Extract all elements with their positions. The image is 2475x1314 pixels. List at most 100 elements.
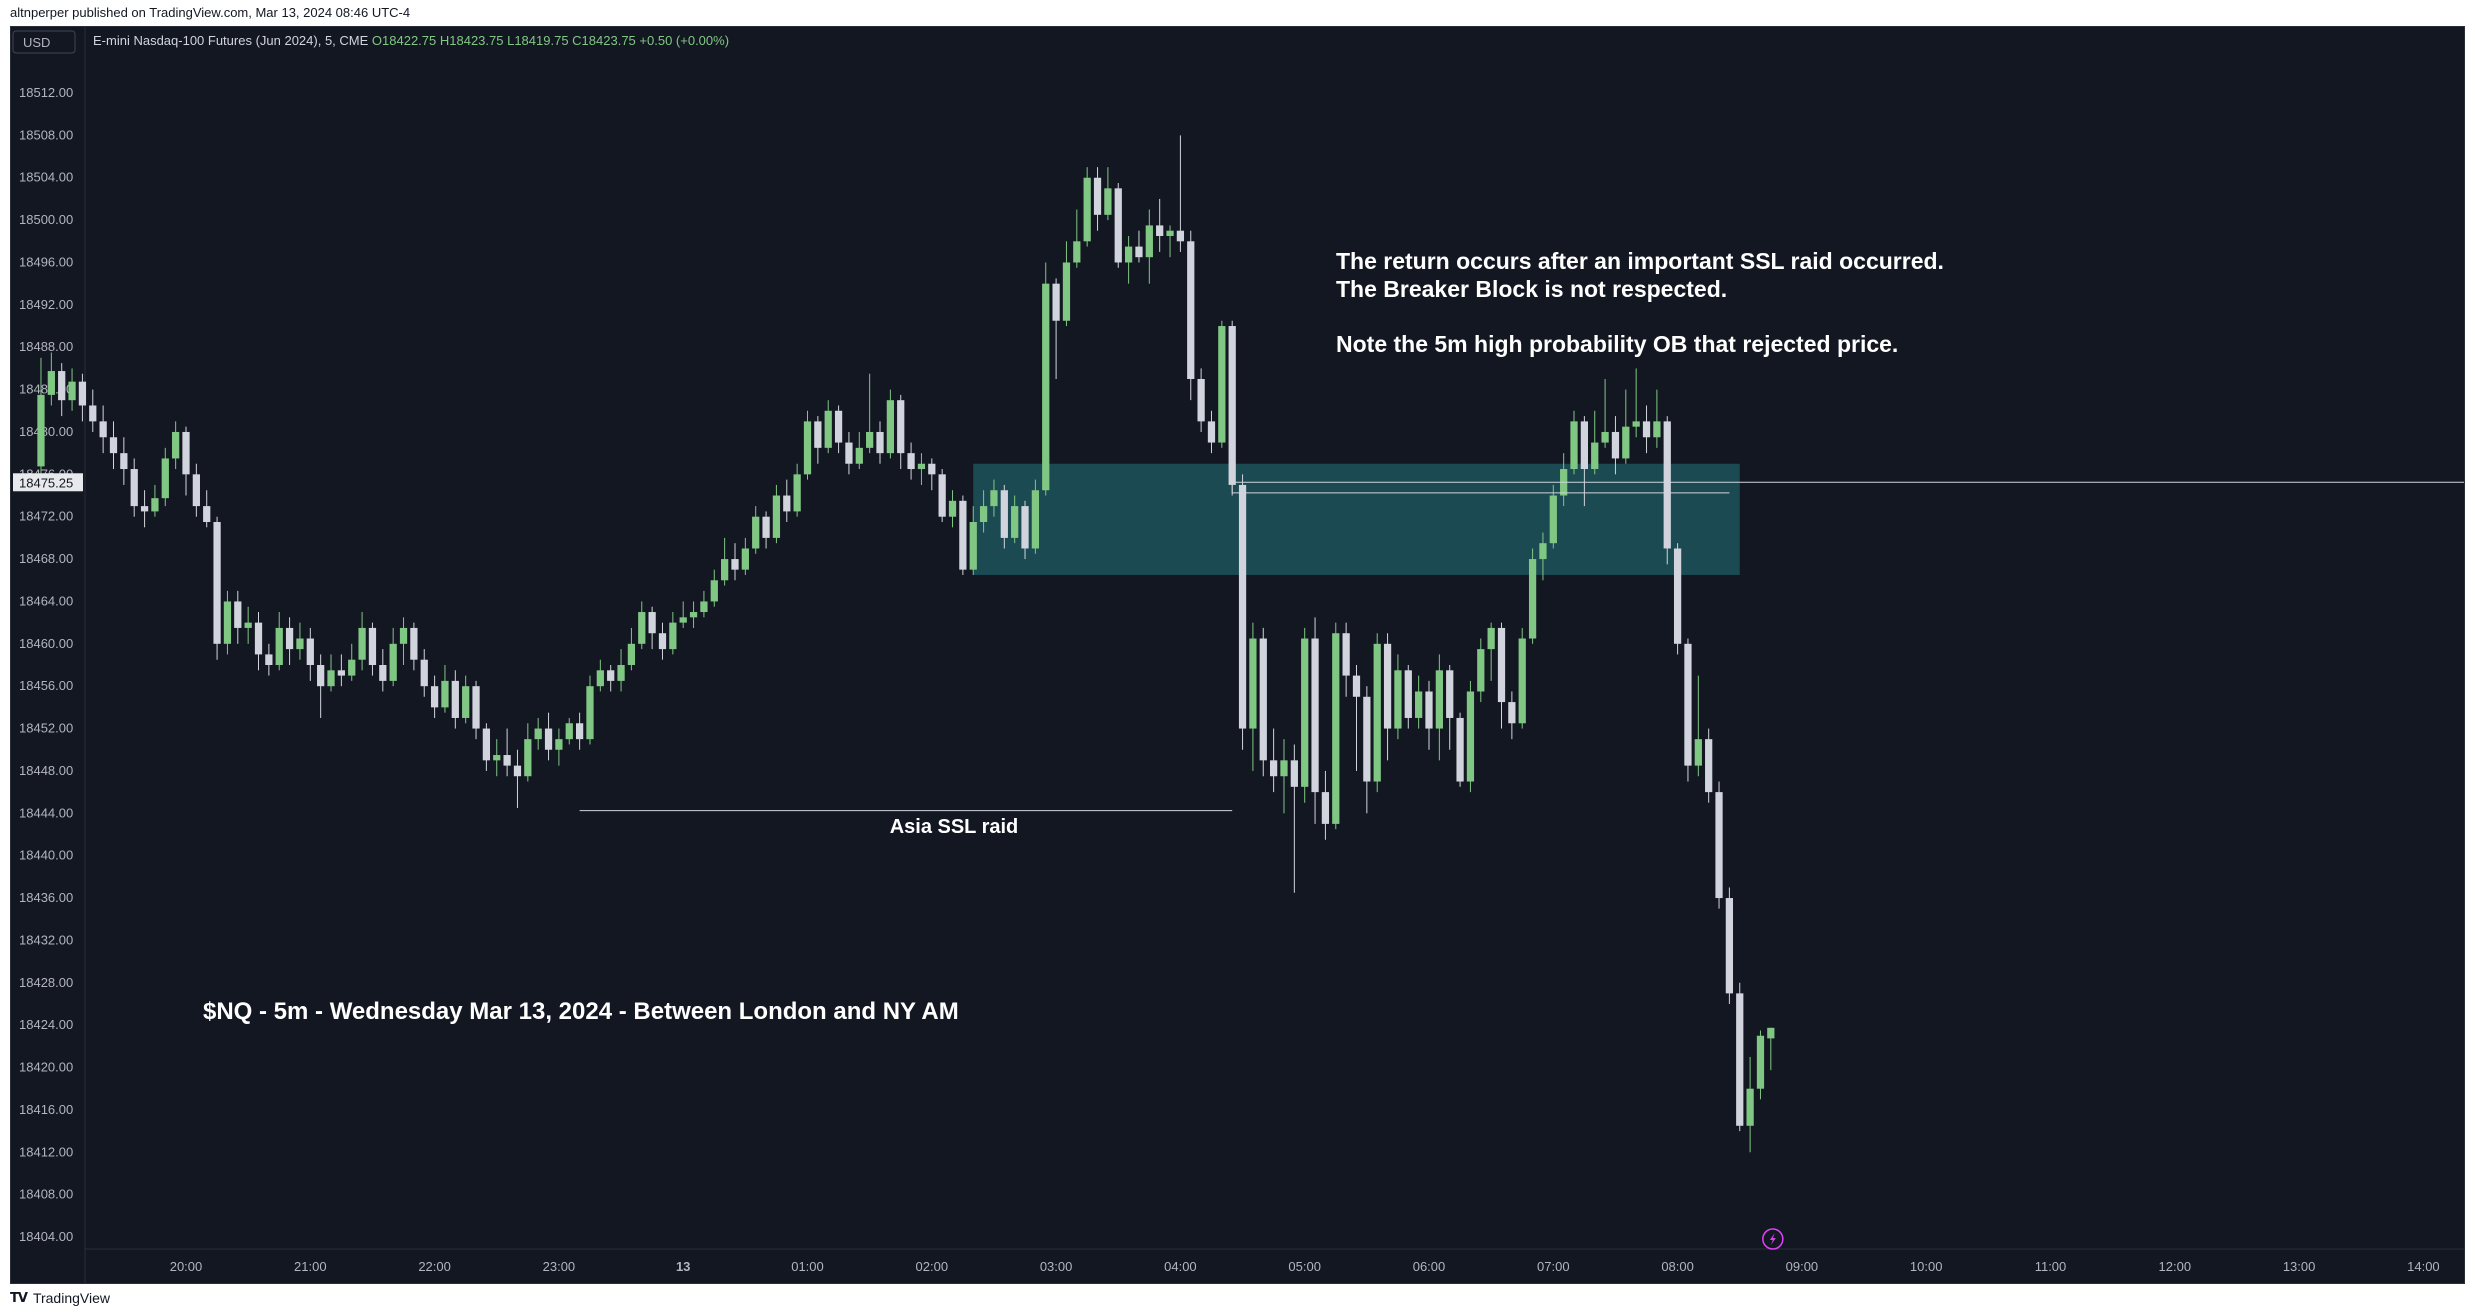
candle-body[interactable] — [1280, 760, 1288, 777]
candle-body[interactable] — [814, 421, 822, 448]
candle-body[interactable] — [855, 447, 863, 464]
candle-body[interactable] — [1124, 246, 1133, 263]
candle-body[interactable] — [669, 622, 677, 650]
candle-body[interactable] — [1052, 283, 1060, 321]
candle-body[interactable] — [1135, 246, 1143, 258]
candle-body[interactable] — [109, 437, 118, 454]
candle-body[interactable] — [399, 627, 408, 644]
candle-body[interactable] — [679, 617, 687, 623]
candle-body[interactable] — [348, 659, 356, 676]
candle-body[interactable] — [990, 490, 998, 507]
candle-body[interactable] — [1539, 543, 1547, 560]
candle-body[interactable] — [689, 612, 698, 618]
candle-body[interactable] — [1259, 638, 1267, 761]
candle-body[interactable] — [1083, 177, 1091, 242]
candle-body[interactable] — [866, 431, 874, 448]
candle-body[interactable] — [907, 453, 915, 470]
candle-body[interactable] — [140, 506, 149, 512]
candle-body[interactable] — [886, 400, 894, 454]
candle-body[interactable] — [1570, 421, 1578, 470]
candle-body[interactable] — [969, 522, 977, 570]
candle-body[interactable] — [358, 627, 366, 660]
candle-body[interactable] — [648, 612, 656, 634]
candle-body[interactable] — [1394, 670, 1402, 729]
candle-body[interactable] — [513, 765, 522, 777]
candle-body[interactable] — [1332, 633, 1340, 824]
candle-body[interactable] — [1435, 670, 1443, 729]
candle-body[interactable] — [1383, 643, 1392, 729]
candle-body[interactable] — [493, 755, 501, 761]
candle-body[interactable] — [1673, 548, 1682, 644]
candle-body[interactable] — [265, 654, 273, 665]
candle-body[interactable] — [534, 728, 542, 740]
candle-body[interactable] — [89, 405, 97, 422]
candle-body[interactable] — [420, 659, 428, 687]
candle-body[interactable] — [565, 723, 573, 740]
candle-body[interactable] — [1694, 739, 1702, 766]
candle-body[interactable] — [1104, 188, 1112, 215]
candle-body[interactable] — [1042, 283, 1050, 491]
candle-body[interactable] — [1528, 559, 1537, 639]
candle-body[interactable] — [275, 627, 283, 665]
candle-body[interactable] — [172, 431, 180, 459]
candle-body[interactable] — [1725, 898, 1734, 994]
candle-body[interactable] — [296, 638, 304, 650]
candle-body[interactable] — [1487, 627, 1495, 650]
candle-body[interactable] — [1404, 670, 1412, 718]
candle-body[interactable] — [1031, 490, 1040, 549]
candle-body[interactable] — [824, 410, 832, 448]
candle-body[interactable] — [306, 638, 314, 665]
candle-body[interactable] — [451, 680, 459, 718]
candle-body[interactable] — [1321, 792, 1330, 824]
candle-body[interactable] — [441, 680, 449, 708]
candle-body[interactable] — [1653, 421, 1661, 438]
candle-body[interactable] — [192, 474, 200, 507]
candle-body[interactable] — [793, 474, 801, 512]
lightning-icon[interactable] — [1762, 1228, 1784, 1250]
candle-body[interactable] — [544, 728, 553, 750]
candle-body[interactable] — [1073, 241, 1081, 263]
candle-body[interactable] — [1062, 262, 1071, 321]
candle-body[interactable] — [472, 686, 480, 729]
candle-body[interactable] — [78, 381, 87, 406]
candle-body[interactable] — [607, 670, 615, 681]
candle-body[interactable] — [120, 453, 128, 470]
candle-body[interactable] — [1601, 431, 1609, 443]
candle-body[interactable] — [503, 755, 511, 766]
candle-body[interactable] — [389, 643, 397, 681]
candle-body[interactable] — [1715, 792, 1723, 899]
candle-body[interactable] — [1207, 421, 1216, 443]
candle-body[interactable] — [1477, 649, 1485, 692]
candle-body[interactable] — [638, 612, 646, 644]
candle-body[interactable] — [1508, 702, 1516, 724]
candle-body[interactable] — [223, 601, 232, 644]
candle-body[interactable] — [1518, 638, 1526, 724]
candle-body[interactable] — [1000, 490, 1008, 538]
candle-body[interactable] — [379, 665, 387, 681]
candle-body[interactable] — [721, 559, 729, 581]
candle-body[interactable] — [959, 500, 967, 570]
tradingview-brand[interactable]: TV TradingView — [10, 1290, 110, 1306]
candle-body[interactable] — [1580, 421, 1589, 470]
candle-body[interactable] — [1197, 379, 1205, 422]
candle-body[interactable] — [772, 495, 781, 538]
candle-body[interactable] — [876, 431, 884, 454]
candle-body[interactable] — [1114, 188, 1122, 263]
candle-body[interactable] — [1466, 691, 1475, 782]
candle-body[interactable] — [1166, 230, 1174, 236]
candle-body[interactable] — [1218, 326, 1226, 443]
candle-body[interactable] — [254, 622, 263, 655]
candle-body[interactable] — [1249, 638, 1257, 729]
candle-body[interactable] — [1238, 484, 1247, 729]
candle-body[interactable] — [1684, 643, 1692, 766]
candle-body[interactable] — [1021, 506, 1029, 549]
candle-body[interactable] — [897, 400, 905, 454]
candle-body[interactable] — [917, 463, 926, 470]
candle-body[interactable] — [783, 495, 791, 512]
candle-body[interactable] — [617, 665, 625, 681]
candle-body[interactable] — [244, 622, 252, 628]
currency-button[interactable] — [12, 30, 76, 54]
candle-body[interactable] — [803, 421, 812, 475]
candle-body[interactable] — [1301, 638, 1309, 787]
candle-body[interactable] — [979, 506, 988, 522]
